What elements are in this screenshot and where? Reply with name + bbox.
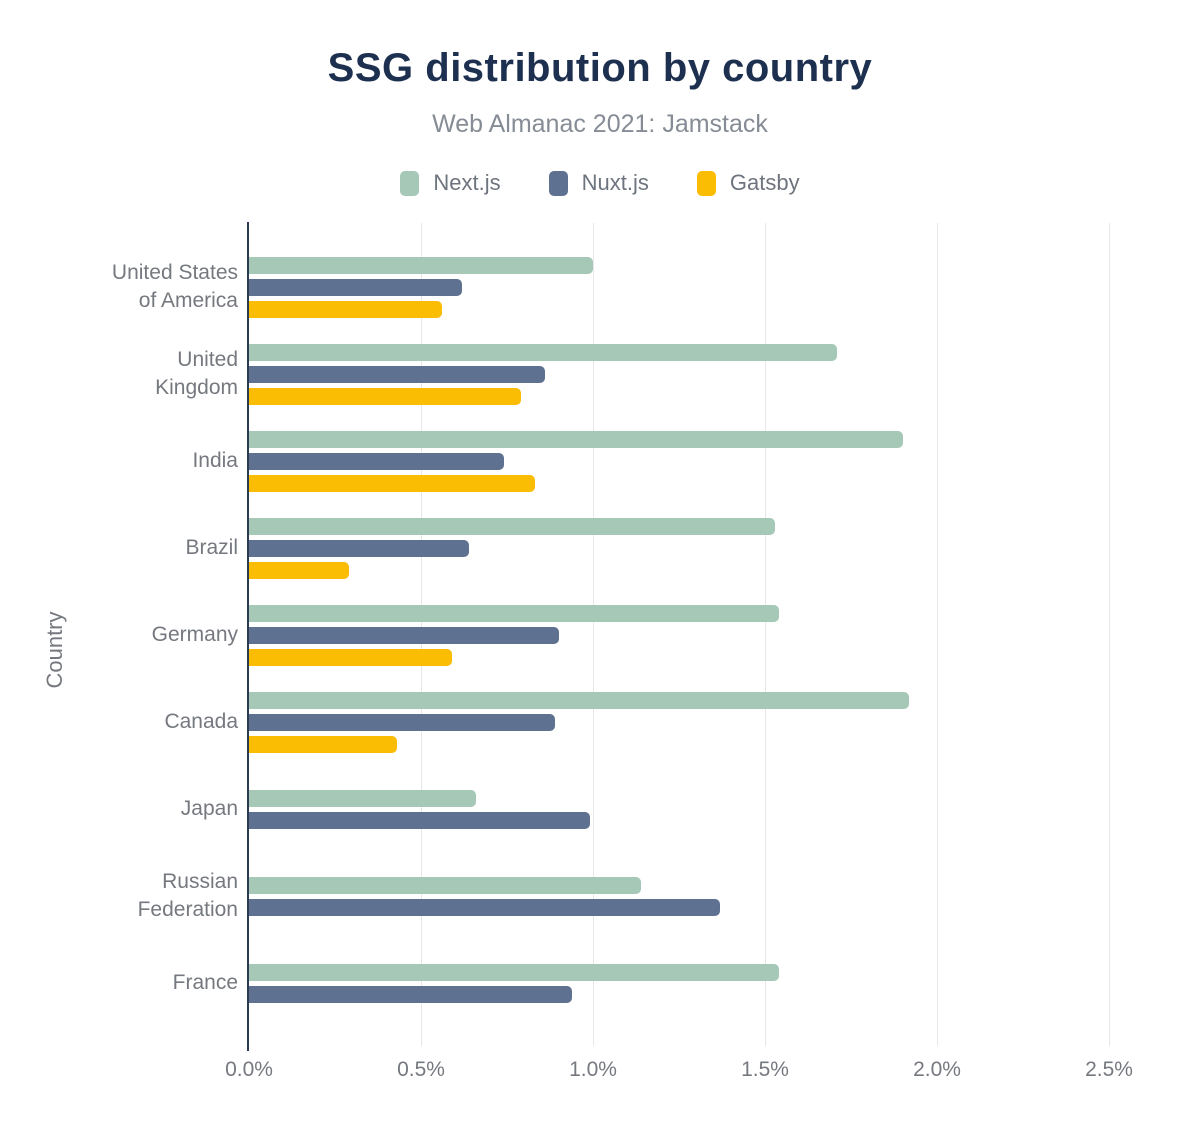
bar-next-js-united-kingdom[interactable]	[249, 344, 837, 361]
country-label-germany: Germany	[151, 623, 238, 646]
bar-next-js-france[interactable]	[249, 964, 779, 981]
country-label-united-states-of-america: United States of America	[111, 261, 238, 312]
bar-next-js-united-states-of-america[interactable]	[249, 257, 593, 274]
country-label-france: France	[172, 971, 238, 994]
bar-nuxt-js-brazil[interactable]	[249, 540, 469, 557]
country-label-russian-federation: Russian Federation	[137, 870, 238, 921]
bar-gatsby-united-kingdom[interactable]	[249, 388, 521, 405]
legend-label: Gatsby	[729, 170, 800, 195]
grid-line	[765, 223, 766, 1046]
bar-nuxt-js-germany[interactable]	[249, 627, 559, 644]
bar-next-js-japan[interactable]	[249, 790, 476, 807]
bar-gatsby-india[interactable]	[249, 475, 535, 492]
bar-next-js-india[interactable]	[249, 431, 903, 448]
x-tick-label: 0.0%	[225, 1058, 273, 1081]
country-label-canada: Canada	[164, 710, 238, 733]
legend-swatch	[400, 170, 420, 196]
x-tick-label: 2.0%	[913, 1058, 961, 1081]
bar-nuxt-js-united-states-of-america[interactable]	[249, 279, 462, 296]
legend-label: Nuxt.js	[581, 170, 649, 195]
bar-gatsby-united-states-of-america[interactable]	[249, 301, 442, 318]
country-label-japan: Japan	[180, 797, 238, 820]
bar-gatsby-canada[interactable]	[249, 736, 397, 753]
x-tick-label: 1.5%	[741, 1058, 789, 1081]
x-tick-label: 1.0%	[569, 1058, 617, 1081]
country-label-brazil: Brazil	[185, 536, 238, 559]
legend-item-next-js[interactable]: Next.js	[400, 170, 501, 196]
bar-next-js-brazil[interactable]	[249, 518, 775, 535]
x-tick-label: 2.5%	[1085, 1058, 1133, 1081]
grid-line	[1109, 223, 1110, 1046]
legend-item-nuxt-js[interactable]: Nuxt.js	[548, 170, 649, 196]
legend: Next.js Nuxt.js Gatsby	[0, 170, 1200, 196]
grid-line	[593, 223, 594, 1046]
legend-item-gatsby[interactable]: Gatsby	[696, 170, 800, 196]
bar-gatsby-brazil[interactable]	[249, 562, 349, 579]
bar-nuxt-js-india[interactable]	[249, 453, 504, 470]
bar-next-js-russian-federation[interactable]	[249, 877, 641, 894]
legend-label: Next.js	[433, 170, 501, 195]
country-label-india: India	[192, 449, 238, 472]
legend-swatch	[548, 170, 568, 196]
grid-line	[937, 223, 938, 1046]
bar-gatsby-germany[interactable]	[249, 649, 452, 666]
legend-swatch	[696, 170, 716, 196]
chart-subtitle: Web Almanac 2021: Jamstack	[432, 110, 768, 138]
country-label-united-kingdom: United Kingdom	[155, 348, 238, 399]
bar-nuxt-js-united-kingdom[interactable]	[249, 366, 545, 383]
x-tick-label: 0.5%	[397, 1058, 445, 1081]
bar-nuxt-js-france[interactable]	[249, 986, 572, 1003]
chart-title: SSG distribution by country	[327, 46, 873, 90]
bar-next-js-germany[interactable]	[249, 605, 779, 622]
bar-nuxt-js-japan[interactable]	[249, 812, 590, 829]
bar-next-js-canada[interactable]	[249, 692, 909, 709]
y-axis-line	[247, 222, 249, 1051]
bar-nuxt-js-canada[interactable]	[249, 714, 555, 731]
bar-nuxt-js-russian-federation[interactable]	[249, 899, 720, 916]
